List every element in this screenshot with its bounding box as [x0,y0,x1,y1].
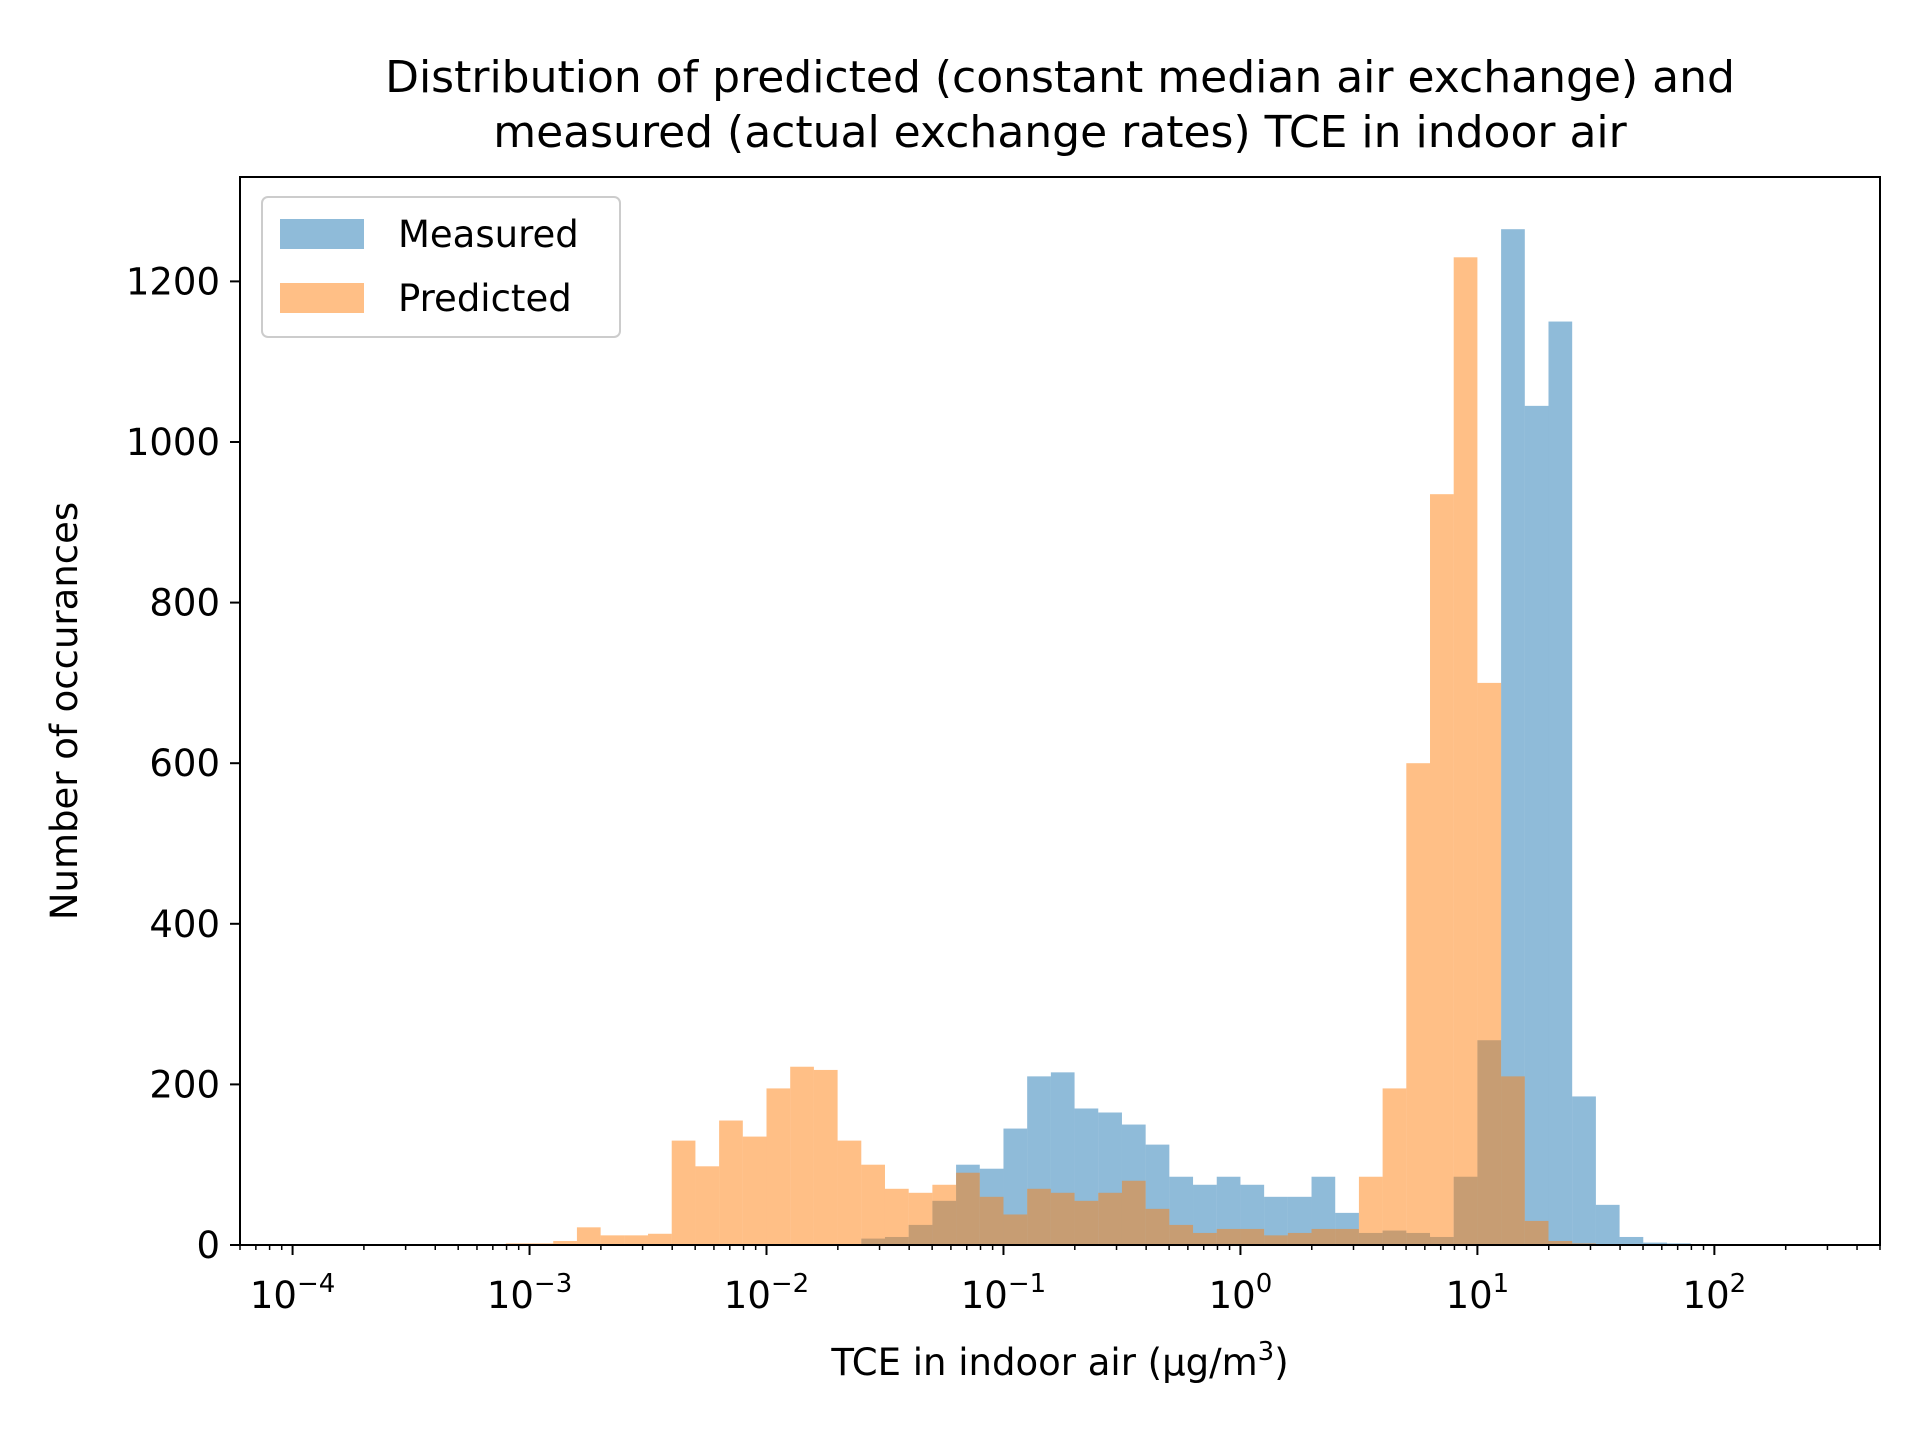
bar-predicted [1240,1228,1265,1245]
bar-predicted [861,1164,885,1245]
bar-predicted [719,1120,743,1245]
bar-measured [1548,321,1573,1245]
legend-swatch-measured [280,219,364,249]
bar-measured [1595,1204,1620,1245]
legend-swatch-predicted [280,283,364,313]
y-axis-label: Number of occurances [43,502,86,920]
bar-measured [1643,1242,1667,1245]
bar-predicted [1193,1232,1217,1245]
legend-label-predicted: Predicted [398,277,572,320]
bar-predicted [1145,1208,1170,1245]
histogram-bars [505,229,1715,1245]
bar-predicted [766,1088,791,1245]
y-axis-ticks: 0 200 400 600 800 1000 1200 [126,260,240,1267]
bar-measured [1619,1236,1644,1245]
bar-predicted [1335,1228,1359,1245]
bar-predicted [1477,682,1502,1245]
plot-frame [239,176,1881,1246]
x-tick-label: 10−2 [724,1269,809,1317]
bar-predicted [695,1166,720,1245]
legend-label-measured: Measured [398,213,579,256]
bar-predicted [813,1069,838,1245]
bar-predicted [1548,1240,1573,1245]
series-predicted [505,257,1620,1245]
y-tick-label: 1000 [126,421,220,464]
bar-predicted [932,1184,957,1245]
bar-predicted [1430,494,1454,1245]
bar-measured [1311,1176,1336,1245]
bar-predicted [979,1196,1004,1245]
bar-predicted [553,1240,577,1245]
bar-predicted [648,1233,672,1245]
bar-predicted [1382,1088,1407,1245]
bar-predicted [790,1066,814,1245]
bar-measured [1264,1196,1288,1245]
bar-measured [1216,1176,1241,1245]
x-axis-label: TCE in indoor air (µg/m3) [830,1337,1288,1384]
bar-predicted [1406,763,1431,1245]
bar-predicted [1264,1235,1288,1245]
bar-predicted [1098,1192,1122,1245]
x-tick-label: 10−1 [961,1269,1046,1317]
bar-predicted [600,1235,625,1245]
bar-predicted [1003,1214,1028,1245]
y-tick-label: 600 [149,742,220,785]
chart-title-line-2: measured (actual exchange rates) TCE in … [493,107,1627,158]
x-tick-label: 10−3 [487,1269,572,1317]
bar-predicted [1216,1228,1241,1245]
y-tick-label: 1200 [126,260,220,303]
bar-predicted [1453,257,1478,1245]
bar-predicted [1169,1224,1194,1245]
bar-predicted [1121,1180,1146,1245]
bar-measured [1572,1096,1596,1245]
bar-predicted [956,1172,980,1245]
x-axis-label-text: TCE in indoor air (µg/m [830,1341,1257,1384]
bar-predicted [1027,1188,1051,1245]
y-tick-label: 400 [149,903,220,946]
x-tick-label: 100 [1209,1269,1273,1317]
bar-predicted [1501,1076,1525,1245]
bar-predicted [884,1188,909,1245]
bar-predicted [624,1235,649,1245]
bar-predicted [1358,1176,1383,1245]
x-tick-label: 10−4 [250,1269,335,1317]
bar-predicted [1311,1228,1336,1245]
y-tick-label: 800 [149,582,220,625]
bar-predicted [1287,1232,1312,1245]
y-tick-label: 200 [149,1063,220,1106]
bar-predicted [742,1136,767,1245]
bar-predicted [1074,1200,1099,1245]
bar-measured [1501,229,1525,1245]
chart-title-line-1: Distribution of predicted (constant medi… [385,52,1735,103]
bar-predicted [671,1140,696,1245]
x-axis-label-end: ) [1274,1341,1288,1384]
bar-predicted [908,1192,933,1245]
bar-predicted [576,1227,601,1245]
bar-predicted [1050,1192,1075,1245]
bar-predicted [1524,1220,1549,1245]
legend: Measured Predicted [261,196,621,338]
bar-measured [1193,1184,1217,1245]
bar-predicted [837,1140,862,1245]
x-tick-label: 101 [1446,1269,1510,1317]
x-tick-label: 102 [1683,1269,1747,1317]
x-axis-label-superscript: 3 [1258,1337,1275,1367]
y-tick-label: 0 [196,1224,220,1267]
bar-measured [1524,405,1549,1245]
